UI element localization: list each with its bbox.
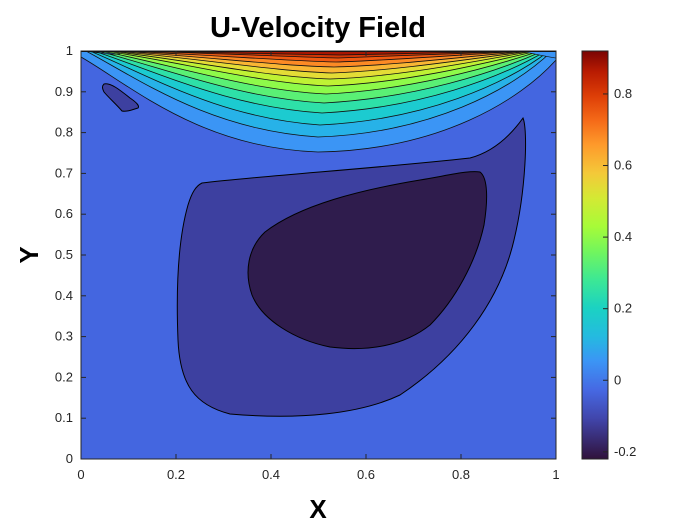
colorbar-tick-label: 0 xyxy=(614,372,621,387)
contour-bands-top xyxy=(81,51,556,153)
y-tick-label: 0.7 xyxy=(55,165,73,180)
colorbar-tick-label: -0.2 xyxy=(614,444,636,459)
colorbar-ticks: -0.2 0 0.2 0.4 0.6 0.8 xyxy=(603,86,636,459)
colorbar-gradient xyxy=(581,50,609,460)
y-tick-label: 0.8 xyxy=(55,125,73,140)
x-axis-ticks: 0 0.2 0.4 0.6 0.8 1 xyxy=(77,51,560,482)
y-tick-label: 0.2 xyxy=(55,369,73,384)
x-tick-label: 1 xyxy=(552,467,559,482)
y-tick-label: 0.4 xyxy=(55,288,73,303)
x-axis-label: X xyxy=(309,494,327,524)
x-tick-label: 0 xyxy=(77,467,84,482)
x-tick-label: 0.6 xyxy=(357,467,375,482)
plot-area xyxy=(81,51,556,459)
y-tick-label: 0.6 xyxy=(55,206,73,221)
colorbar-tick-label: 0.2 xyxy=(614,301,632,316)
contour-region-small xyxy=(102,83,139,112)
y-tick-label: 0 xyxy=(66,451,73,466)
y-tick-label: 0.3 xyxy=(55,329,73,344)
colorbar-tick-label: 0.4 xyxy=(614,229,632,244)
contour-region-min xyxy=(247,171,488,350)
chart-title: U-Velocity Field xyxy=(210,12,426,44)
colorbar-tick-label: 0.8 xyxy=(614,86,632,101)
x-tick-label: 0.8 xyxy=(452,467,470,482)
colorbar: -0.2 0 0.2 0.4 0.6 0.8 xyxy=(581,50,636,460)
x-tick-label: 0.4 xyxy=(262,467,280,482)
y-axis-ticks: 0 0.1 0.2 0.3 0.4 0.5 0.6 0.7 0.8 0.9 1 xyxy=(55,43,556,466)
colorbar-tick-label: 0.6 xyxy=(614,158,632,173)
y-tick-label: 0.5 xyxy=(55,247,73,262)
y-tick-label: 0.9 xyxy=(55,84,73,99)
x-tick-label: 0.2 xyxy=(167,467,185,482)
y-tick-label: 1 xyxy=(66,43,73,58)
y-tick-label: 0.1 xyxy=(55,410,73,425)
y-axis-label: Y xyxy=(14,246,44,263)
